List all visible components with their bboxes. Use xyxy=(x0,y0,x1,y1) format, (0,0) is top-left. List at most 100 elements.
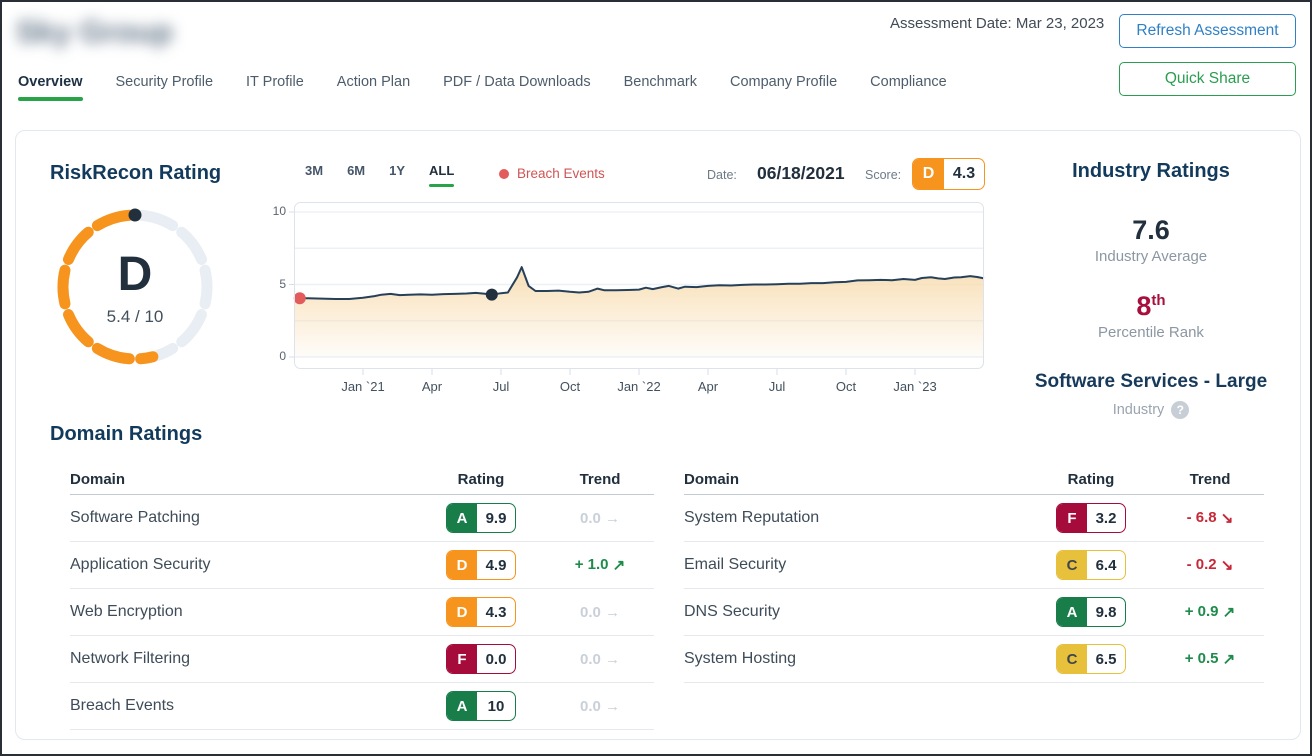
domain-name: Email Security xyxy=(684,556,787,573)
rating-history-line xyxy=(294,266,985,300)
rating-gauge-ring xyxy=(57,208,213,365)
chart-score-label: Score: xyxy=(865,168,902,182)
trend-value: 0.0 → xyxy=(579,650,621,668)
time-range-selector: 3M 6M 1Y ALL xyxy=(305,163,454,187)
breach-event-dot-icon xyxy=(499,168,509,179)
table-header-row: Domain Rating Trend xyxy=(684,464,1264,495)
y-tick-label: 10 xyxy=(272,204,286,218)
overview-card xyxy=(15,130,1301,740)
industry-sector-label: Industry ? xyxy=(1020,401,1282,419)
rating-badge: C 6.4 xyxy=(1056,550,1126,580)
gauge-start-dot xyxy=(128,208,142,222)
industry-average-value: 7.6 xyxy=(1132,215,1170,245)
trend-value: + 0.5 ↗ xyxy=(1184,650,1236,668)
domain-ratings-title: Domain Ratings xyxy=(50,423,203,445)
domain-name: Software Patching xyxy=(70,509,200,526)
quick-share-button[interactable]: Quick Share xyxy=(1119,62,1296,96)
column-header-trend: Trend xyxy=(579,470,621,488)
rating-badge: F 3.2 xyxy=(1056,503,1126,533)
rating-badge: A 9.9 xyxy=(446,503,516,533)
chart-score-badge: D 4.3 xyxy=(912,158,985,190)
riskrecon-rating-title: RiskRecon Rating xyxy=(50,162,222,184)
domain-name: Network Filtering xyxy=(70,650,191,667)
column-header-domain: Domain xyxy=(70,470,126,488)
chart-score-number: 4.3 xyxy=(952,165,976,182)
range-button-3m[interactable]: 3M xyxy=(305,163,324,178)
table-row: Software Patching A 9.9 0.0 → xyxy=(70,495,654,542)
x-tick-label: Oct xyxy=(559,379,581,394)
company-name: Sky Group xyxy=(16,14,173,49)
domain-name: DNS Security xyxy=(684,603,781,620)
tab-company-profile[interactable]: Company Profile xyxy=(729,74,838,90)
percentile-rank-value: 8th xyxy=(1136,291,1166,321)
chart-date-label: Date: xyxy=(707,168,737,182)
table-row: System Hosting C 6.5 + 0.5 ↗ xyxy=(684,636,1264,683)
rating-badge: C 6.5 xyxy=(1056,644,1126,674)
x-tick-label: Jan `22 xyxy=(617,379,661,394)
table-row: Email Security C 6.4 - 0.2 ↘ xyxy=(684,542,1264,589)
chart-date-value: 06/18/2021 xyxy=(757,163,845,183)
breach-events-legend: Breach Events xyxy=(499,166,605,181)
column-header-rating: Rating xyxy=(457,470,505,488)
x-tick-label: Jul xyxy=(492,379,510,394)
industry-ratings-panel: Industry Ratings 7.6 Industry Average 8t… xyxy=(1020,160,1282,419)
column-header-rating: Rating xyxy=(1067,470,1115,488)
tab-security-profile[interactable]: Security Profile xyxy=(115,74,214,90)
y-tick-label: 0 xyxy=(279,349,286,363)
column-header-trend: Trend xyxy=(1189,470,1231,488)
table-row: Network Filtering F 0.0 0.0 → xyxy=(70,636,654,683)
percentile-rank-label: Percentile Rank xyxy=(1098,324,1204,341)
rating-badge: D 4.3 xyxy=(446,597,516,627)
tab-overview[interactable]: Overview xyxy=(18,74,83,107)
domain-name: Web Encryption xyxy=(70,603,183,620)
trend-value: - 6.8 ↘ xyxy=(1186,509,1234,527)
rating-badge: A 9.8 xyxy=(1056,597,1126,627)
chart-area-fill xyxy=(294,267,984,357)
tab-bar: Overview Security Profile IT Profile Action… xyxy=(18,74,947,107)
x-tick-label: Jan `23 xyxy=(893,379,937,394)
table-row: System Reputation F 3.2 - 6.8 ↘ xyxy=(684,495,1264,542)
rating-badge: F 0.0 xyxy=(446,644,516,674)
domain-name: Breach Events xyxy=(70,697,175,714)
x-tick-label: Apr xyxy=(421,379,443,394)
tab-compliance[interactable]: Compliance xyxy=(870,74,947,90)
industry-average-label: Industry Average xyxy=(1094,248,1208,265)
breach-events-label: Breach Events xyxy=(517,166,605,181)
domain-ratings-table-right: Domain Rating Trend System Reputation F 3.2… xyxy=(684,464,1264,683)
x-tick-label: Apr xyxy=(697,379,719,394)
breach-event-marker[interactable] xyxy=(293,292,306,305)
tab-it-profile[interactable]: IT Profile xyxy=(246,74,304,90)
tab-pdf-data-downloads[interactable]: PDF / Data Downloads xyxy=(443,74,591,90)
range-button-all[interactable]: ALL xyxy=(429,163,454,187)
help-icon[interactable]: ? xyxy=(1171,401,1190,419)
column-header-domain: Domain xyxy=(684,470,740,488)
trend-value: + 1.0 ↗ xyxy=(574,556,626,574)
rating-grade: D xyxy=(117,248,153,301)
refresh-assessment-button[interactable]: Refresh Assessment xyxy=(1119,14,1296,48)
selected-date-marker[interactable] xyxy=(485,288,498,301)
range-button-1y[interactable]: 1Y xyxy=(389,163,406,178)
x-tick-label: Oct xyxy=(835,379,857,394)
trend-value: 0.0 → xyxy=(579,603,621,621)
rating-badge: D 4.9 xyxy=(446,550,516,580)
domain-name: Application Security xyxy=(70,556,211,573)
table-header-row: Domain Rating Trend xyxy=(70,464,654,495)
rating-gauge: D 5.4 / 10 xyxy=(51,199,219,371)
industry-ratings-title: Industry Ratings xyxy=(1072,160,1230,182)
tab-action-plan[interactable]: Action Plan xyxy=(336,74,411,90)
x-tick-label: Jul xyxy=(768,379,786,394)
trend-value: 0.0 → xyxy=(579,697,621,715)
table-row: Breach Events A 10 0.0 → xyxy=(70,683,654,730)
assessment-date: Assessment Date: Mar 23, 2023 xyxy=(890,15,1105,32)
tab-benchmark[interactable]: Benchmark xyxy=(623,74,697,90)
domain-ratings-table-left: Domain Rating Trend Software Patching A 9.9… xyxy=(70,464,654,730)
table-row: Web Encryption D 4.3 0.0 → xyxy=(70,589,654,636)
y-tick-label: 5 xyxy=(279,276,286,291)
trend-value: 0.0 → xyxy=(579,509,621,527)
trend-value: + 0.9 ↗ xyxy=(1184,603,1236,621)
range-button-6m[interactable]: 6M xyxy=(347,163,366,178)
rating-history-chart[interactable] xyxy=(289,202,985,375)
domain-name: System Hosting xyxy=(684,650,797,667)
trend-value: - 0.2 ↘ xyxy=(1186,556,1234,574)
